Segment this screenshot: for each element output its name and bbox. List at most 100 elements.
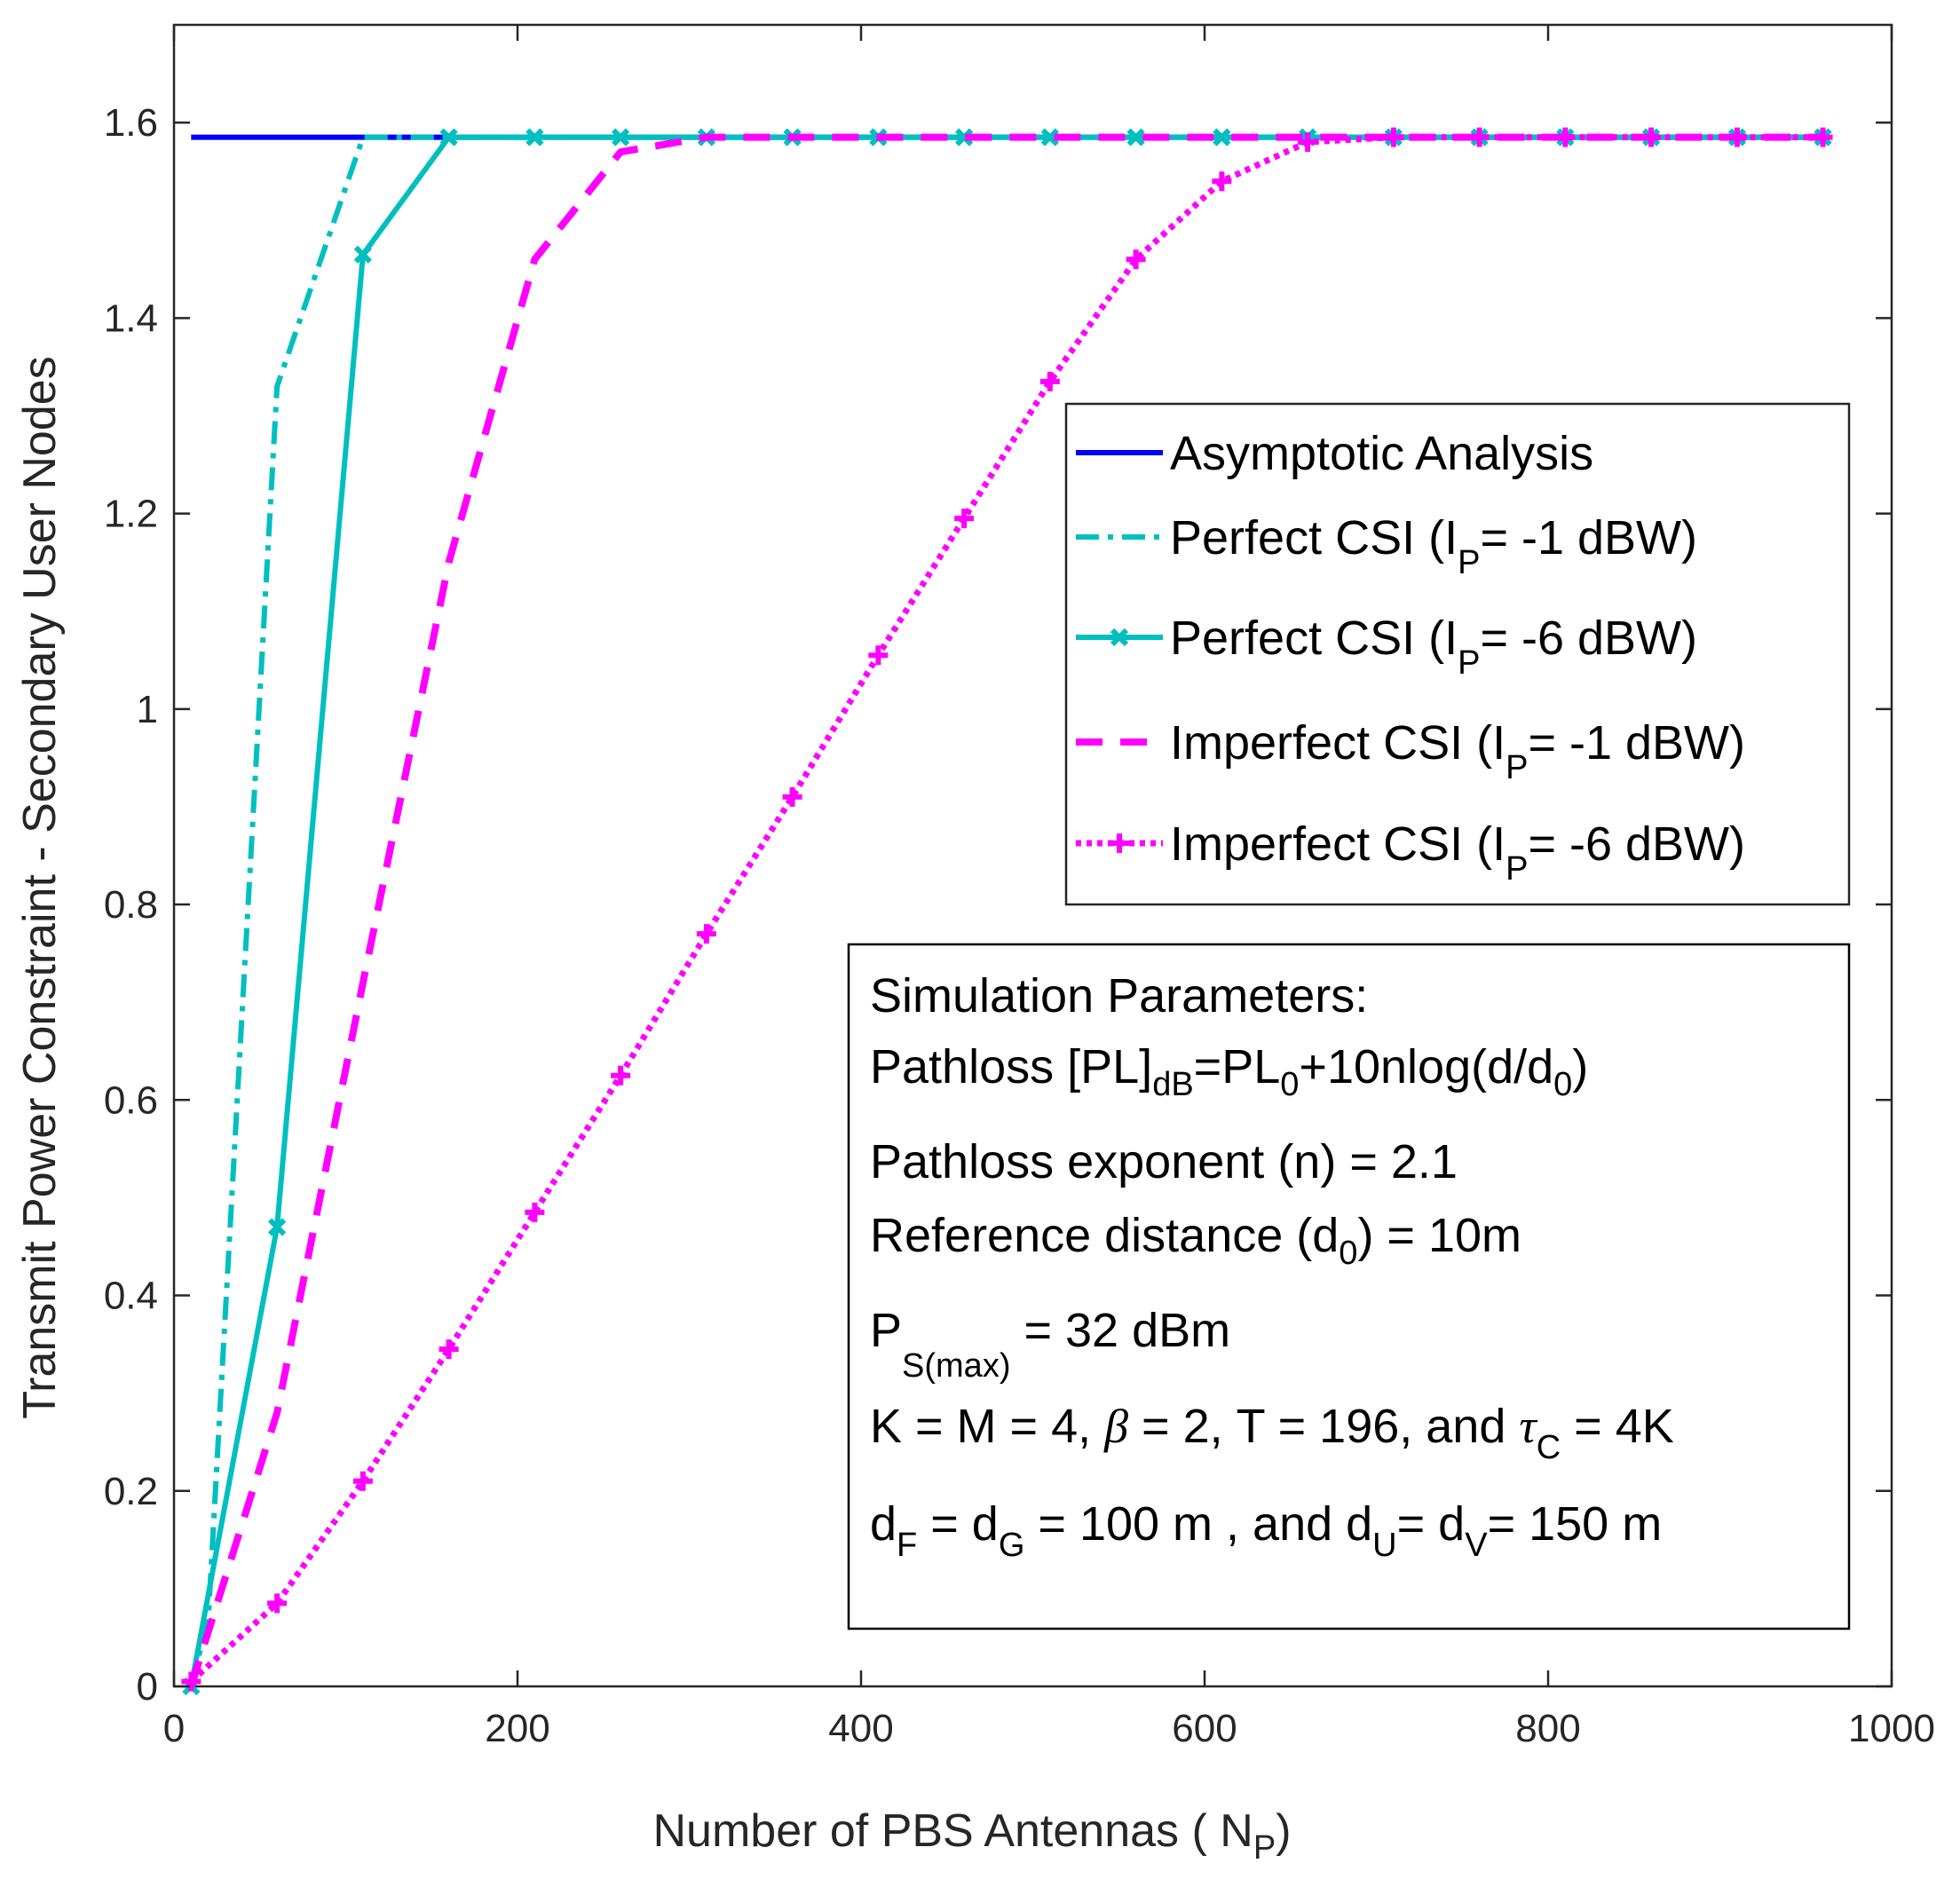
dist-sub: G xyxy=(999,1527,1025,1564)
legend-item-2: Perfect CSI (IP= -6 dBW) xyxy=(1076,612,1697,682)
dist-sub: F xyxy=(897,1527,917,1564)
legend-item-1: Perfect CSI (IP= -1 dBW) xyxy=(1076,511,1697,581)
y-tick-label: 0.2 xyxy=(104,1470,158,1513)
legend-label: Perfect CSI (IP= -6 dBW) xyxy=(1170,612,1697,682)
legend-label-tail: = -6 dBW) xyxy=(1528,817,1745,871)
legend-label-main: Imperfect CSI (I xyxy=(1170,716,1506,770)
data-point-x xyxy=(353,245,372,264)
y-tick-label: 0.4 xyxy=(104,1275,158,1318)
pathloss-sub: 0 xyxy=(1553,1066,1572,1103)
legend-item-0: Asymptotic Analysis xyxy=(1076,427,1593,480)
legend-item-4: Imperfect CSI (IP= -6 dBW) xyxy=(1076,817,1745,888)
x-tick-label: 200 xyxy=(485,1707,549,1750)
dist-sub: V xyxy=(1465,1527,1488,1564)
data-point-plus xyxy=(1383,127,1403,147)
pmax-part: = 32 dBm xyxy=(1010,1304,1230,1357)
refdist-sub: 0 xyxy=(1339,1235,1357,1272)
y-tick-label: 1.6 xyxy=(104,101,158,145)
data-point-plus xyxy=(267,1593,288,1614)
x-tick-label: 0 xyxy=(163,1707,185,1750)
params-part: = 2, T = 196, and xyxy=(1128,1400,1519,1453)
data-point-plus xyxy=(1727,127,1747,147)
data-point-x xyxy=(954,128,974,146)
annotation-distances: dF = dG = 100 m , and dU= dV= 150 m xyxy=(870,1497,1662,1564)
pathloss-sub: dB xyxy=(1152,1066,1193,1103)
data-point-x xyxy=(267,1218,287,1236)
legend-label-tail: = -6 dBW) xyxy=(1480,612,1697,665)
data-point-plus xyxy=(1469,127,1490,147)
legend-label-sub: P xyxy=(1458,644,1480,682)
data-point-x xyxy=(1040,128,1059,146)
pathloss-part: Pathloss [PL] xyxy=(870,1040,1152,1093)
x-axis-label: Number of PBS Antennas ( NP) xyxy=(652,1805,1291,1867)
annotation-title: Simulation Parameters: xyxy=(870,969,1368,1022)
data-point-plus xyxy=(1555,127,1576,147)
legend-label-sub: P xyxy=(1506,850,1528,888)
dist-sub: U xyxy=(1372,1527,1396,1564)
x-tick-label: 400 xyxy=(828,1707,893,1750)
pathloss-sub: 0 xyxy=(1280,1066,1299,1103)
data-point-x xyxy=(611,128,630,146)
data-point-plus xyxy=(1039,371,1060,391)
legend-label-tail: = -1 dBW) xyxy=(1528,716,1745,770)
y-tick-label: 0 xyxy=(137,1665,158,1709)
legend-item-3: Imperfect CSI (IP= -1 dBW) xyxy=(1076,716,1745,786)
y-tick-label: 1.4 xyxy=(104,296,158,340)
legend-label: Perfect CSI (IP= -1 dBW) xyxy=(1170,511,1697,581)
dist-part: = 100 m , and d xyxy=(1024,1497,1372,1551)
legend-box xyxy=(1064,402,1851,906)
params-part: = 4K xyxy=(1561,1400,1674,1453)
x-axis-label-main: Number of PBS Antennas ( N xyxy=(652,1805,1253,1857)
annotation-box xyxy=(847,943,1851,1630)
legend-label: Asymptotic Analysis xyxy=(1170,427,1593,480)
x-axis-label-tail: ) xyxy=(1276,1805,1291,1857)
y-tick-label: 1.2 xyxy=(104,493,158,536)
x-tick-label: 800 xyxy=(1515,1707,1580,1750)
refdist-part: Reference distance (d xyxy=(870,1209,1339,1262)
pmax-sub: S(max) xyxy=(902,1347,1010,1385)
series-line xyxy=(188,134,1823,1685)
legend-label-main: Asymptotic Analysis xyxy=(1170,427,1593,480)
data-point-plus xyxy=(1641,127,1662,147)
data-point-plus xyxy=(1298,132,1318,153)
params-tau: τ xyxy=(1519,1400,1537,1453)
series-layer xyxy=(181,127,1833,1696)
data-point-x xyxy=(1126,128,1145,146)
legend-label-main: Imperfect CSI (I xyxy=(1170,817,1506,871)
legend-label-sub: P xyxy=(1506,749,1528,786)
pmax-part: P xyxy=(870,1304,902,1357)
dist-part: d xyxy=(870,1497,897,1551)
legend-label: Imperfect CSI (IP= -1 dBW) xyxy=(1170,716,1745,786)
data-point-plus xyxy=(954,509,975,529)
annotation-pathloss: Pathloss [PL]dB=PL0+10nlog(d/d0) xyxy=(870,1040,1588,1103)
annotation-pmax: PS(max) = 32 dBm xyxy=(870,1304,1230,1385)
dist-part: = d xyxy=(1397,1497,1466,1551)
params-sub: C xyxy=(1537,1429,1561,1466)
data-point-x xyxy=(439,128,458,146)
data-point-x xyxy=(1110,628,1129,647)
annotation-params: K = M = 4, β = 2, T = 196, and τC = 4K xyxy=(870,1400,1674,1466)
data-point-plus xyxy=(1126,249,1146,270)
legend-label-main: Perfect CSI (I xyxy=(1170,511,1458,564)
annotation-refdist: Reference distance (d0) = 10m xyxy=(870,1209,1521,1272)
x-axis-label-sub: P xyxy=(1253,1829,1276,1867)
pathloss-part: +10nlog(d/d xyxy=(1299,1040,1553,1093)
x-tick-label: 1000 xyxy=(1848,1707,1935,1750)
data-point-plus xyxy=(1813,127,1833,147)
refdist-part: ) = 10m xyxy=(1357,1209,1521,1262)
data-point-plus xyxy=(868,645,889,666)
y-tick-label: 1 xyxy=(137,688,158,731)
dist-part: = d xyxy=(917,1497,999,1551)
dist-part: = 150 m xyxy=(1488,1497,1663,1551)
legend-label-main: Perfect CSI (I xyxy=(1170,612,1458,665)
legend-label-sub: P xyxy=(1458,544,1480,581)
ticks-layer: 0 200 400 600 800 1000 0 0.2 0.4 0.6 0.8 1 1.2 1.4 1.6 xyxy=(104,25,1935,1750)
data-point-plus xyxy=(611,1065,631,1086)
data-point-x xyxy=(526,128,544,146)
params-part: K = M = 4, xyxy=(870,1400,1104,1453)
series-4 xyxy=(181,127,1833,1692)
data-point-x xyxy=(1213,128,1231,146)
data-point-plus xyxy=(782,786,802,807)
